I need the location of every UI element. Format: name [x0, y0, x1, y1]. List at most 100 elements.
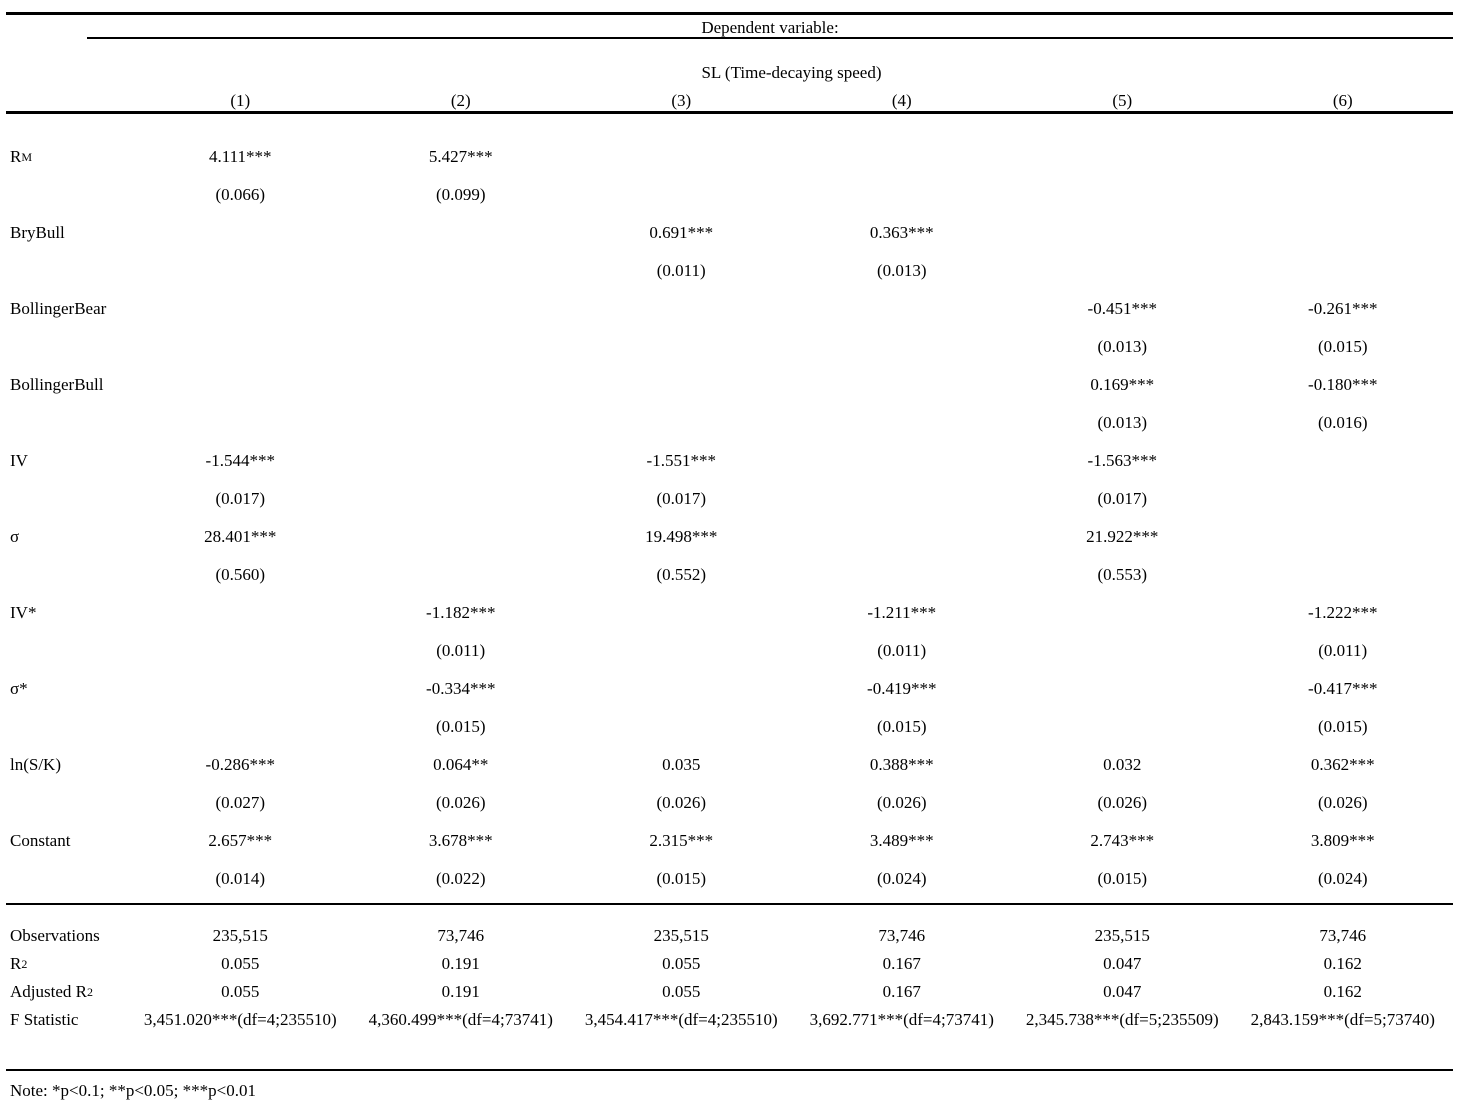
stderr-cell: (0.015) [435, 716, 486, 736]
column-number-row: (1) (2) (3) (4) (5) (6) [6, 91, 1453, 111]
coefficient-cell: -0.286*** [205, 754, 275, 774]
coefficient-cell: 0.388*** [869, 754, 934, 774]
stat-value-cell: 73,746 [437, 926, 485, 945]
column-header-spacer [6, 91, 130, 111]
stat-value-cell: 4,360.499***(df=4;73741) [368, 1010, 553, 1029]
stderr-cell: (0.014) [215, 868, 266, 888]
coefficient-rows: R M 4.111*** (0.066) 5.427*** (0.099) BryBull 0… [6, 114, 1453, 903]
stderr-cell: (0.066) [215, 184, 266, 204]
dependent-variable-header-row: Dependent variable: [87, 15, 1453, 39]
stderr-cell: (0.013) [1097, 336, 1148, 356]
stat-row: Observations 235,515 73,746 235,515 73,746 23… [6, 922, 1453, 950]
variable-label: σ [10, 526, 20, 546]
variable-label: BryBull [10, 222, 65, 242]
coefficient-cell: -1.544*** [205, 450, 275, 470]
stat-value-cell: 0.047 [1103, 982, 1142, 1001]
stat-value-cell: 0.055 [221, 954, 260, 973]
stderr-cell: (0.017) [656, 488, 707, 508]
stderr-cell: (0.011) [656, 260, 706, 280]
stat-value-cell: 0.191 [441, 954, 480, 973]
stat-value-cell: 0.162 [1323, 982, 1362, 1001]
stderr-cell: (0.022) [435, 868, 486, 888]
coefficient-cell: 21.922*** [1086, 526, 1159, 546]
stat-value-cell: 0.055 [662, 982, 701, 1001]
coefficient-cell: 0.362*** [1310, 754, 1375, 774]
stderr-cell: (0.011) [1318, 640, 1368, 660]
column-header-6: (6) [1332, 91, 1353, 110]
header-bottom-rule [6, 111, 1453, 114]
significance-note: Note: *p<0.1; **p<0.05; ***p<0.01 [10, 1081, 256, 1100]
coefficient-cell: 28.401*** [204, 526, 277, 546]
stat-value-cell: 0.167 [882, 954, 921, 973]
coefficient-cell: -1.551*** [646, 450, 716, 470]
variable-row: BryBull 0.691*** (0.011) 0.363*** (0.013) [6, 219, 1453, 295]
variable-row: σ 28.401*** (0.560) 19.498*** (0.552) 21.922*… [6, 523, 1453, 599]
stderr-cell: (0.011) [877, 640, 927, 660]
stat-label: Observations [10, 926, 100, 945]
coefficient-cell: 4.111*** [209, 146, 272, 166]
stderr-cell: (0.015) [1317, 716, 1368, 736]
variable-row: IV -1.544*** (0.017) -1.551*** (0.017) -1.563… [6, 447, 1453, 523]
coefficient-cell: 2.657*** [208, 830, 273, 850]
variable-label: σ* [10, 678, 28, 698]
stderr-cell: (0.026) [876, 792, 927, 812]
stderr-cell: (0.016) [1317, 412, 1368, 432]
coefficient-cell: 19.498*** [645, 526, 718, 546]
coefficient-cell: -0.451*** [1087, 298, 1157, 318]
stat-value-cell: 235,515 [1094, 926, 1150, 945]
regression-table: Dependent variable: SL (Time-decaying sp… [6, 12, 1453, 1101]
coefficient-cell: 0.169*** [1090, 374, 1155, 394]
stat-value-cell: 0.055 [662, 954, 701, 973]
stderr-cell: (0.026) [656, 792, 707, 812]
variable-row: ln(S/K) -0.286*** (0.027) 0.064** (0.026) 0.0… [6, 751, 1453, 827]
stat-value-cell: 235,515 [212, 926, 268, 945]
stat-value-cell: 3,454.417***(df=4;235510) [584, 1010, 778, 1029]
variable-label: Constant [10, 830, 71, 850]
variable-label: IV [10, 450, 28, 470]
column-header-4: (4) [891, 91, 912, 110]
coefficient-cell: 3.489*** [869, 830, 934, 850]
stat-value-cell: 0.162 [1323, 954, 1362, 973]
variable-label: BollingerBear [10, 298, 107, 318]
dependent-variable-name: SL (Time-decaying speed) [701, 63, 882, 82]
top-rule [6, 12, 1453, 15]
column-header-1: (1) [230, 91, 251, 110]
coefficient-cell: 2.315*** [649, 830, 714, 850]
stderr-cell: (0.015) [876, 716, 927, 736]
stderr-cell: (0.017) [1097, 488, 1148, 508]
coefficient-cell: 2.743*** [1090, 830, 1155, 850]
coefficient-cell: -1.182*** [426, 602, 496, 622]
stat-value-cell: 0.191 [441, 982, 480, 1001]
coefficient-cell: -1.222*** [1308, 602, 1378, 622]
stat-value-cell: 73,746 [1319, 926, 1367, 945]
variable-row: BollingerBull 0.169*** (0.013) -0.180*** (0.… [6, 371, 1453, 447]
stderr-cell: (0.024) [1317, 868, 1368, 888]
coefficient-cell: 0.032 [1103, 754, 1142, 774]
dependent-variable-header: Dependent variable: [701, 18, 839, 37]
stat-value-cell: 0.167 [882, 982, 921, 1001]
coefficient-cell: -0.334*** [426, 678, 496, 698]
stderr-cell: (0.026) [1317, 792, 1368, 812]
variable-row: BollingerBear -0.451*** (0.013) -0.261*** (0… [6, 295, 1453, 371]
stderr-cell: (0.015) [1317, 336, 1368, 356]
variable-row: R M 4.111*** (0.066) 5.427*** (0.099) [6, 143, 1453, 219]
coefficient-cell: 0.691*** [649, 222, 714, 242]
column-header-2: (2) [450, 91, 471, 110]
coefficient-cell: -0.417*** [1308, 678, 1378, 698]
stderr-cell: (0.027) [215, 792, 266, 812]
coefficient-cell: -0.261*** [1308, 298, 1378, 318]
stat-row: F Statistic 3,451.020***(df=4;235510) 4,36… [6, 1006, 1453, 1034]
coefficient-cell: 0.035 [662, 754, 701, 774]
coefficient-cell: 3.678*** [428, 830, 493, 850]
coefficient-cell: 0.363*** [869, 222, 934, 242]
coefficient-cell: 0.064** [433, 754, 489, 774]
stderr-cell: (0.015) [1097, 868, 1148, 888]
variable-row: IV* -1.182*** (0.011) -1.211*** (0.011) -1.22… [6, 599, 1453, 675]
stat-label: F Statistic [10, 1010, 79, 1029]
stat-value-cell: 0.055 [221, 982, 260, 1001]
variable-label: ln(S/K) [10, 754, 61, 774]
note-top-rule [6, 1069, 1453, 1071]
stderr-cell: (0.013) [1097, 412, 1148, 432]
